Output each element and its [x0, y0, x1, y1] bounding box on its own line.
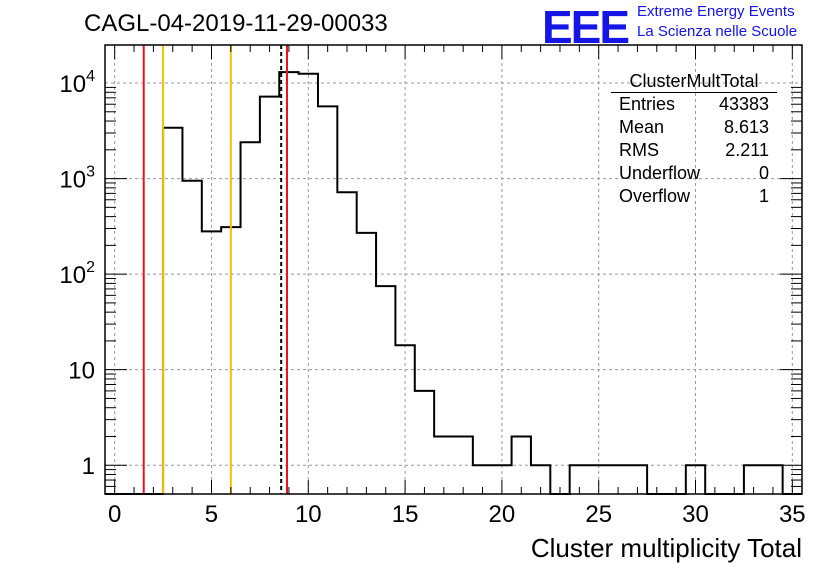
y-tick-label: 104 — [59, 68, 95, 98]
stats-value: 0 — [758, 163, 769, 183]
x-tick-label: 35 — [779, 501, 806, 528]
stats-box: ClusterMultTotal Entries 43383 Mean 8.61… — [611, 70, 777, 208]
stats-value: 43383 — [718, 94, 769, 114]
stats-row-underflow: Underflow 0 — [611, 162, 777, 185]
x-tick-label: 15 — [392, 501, 419, 528]
x-tick-label: 25 — [585, 501, 612, 528]
x-tick-label: 10 — [295, 501, 322, 528]
stats-value: 8.613 — [723, 117, 769, 137]
stats-value: 2.211 — [725, 140, 769, 160]
stats-label: Overflow — [619, 186, 691, 206]
stats-row-entries: Entries 43383 — [611, 93, 777, 116]
x-axis-label: Cluster multiplicity Total — [530, 533, 802, 563]
stats-title: ClusterMultTotal — [611, 70, 777, 93]
logo-line-2: La Scienza nelle Scuole — [637, 23, 798, 40]
stats-label: RMS — [619, 140, 659, 160]
y-tick-label: 103 — [59, 164, 95, 194]
stats-label: Underflow — [619, 163, 701, 183]
x-tick-label: 30 — [682, 501, 709, 528]
x-tick-label: 20 — [489, 501, 516, 528]
stats-row-overflow: Overflow 1 — [611, 185, 777, 208]
stats-row-mean: Mean 8.613 — [611, 116, 777, 139]
chart-title: CAGL-04-2019-11-29-00033 — [84, 10, 388, 37]
stats-label: Mean — [619, 117, 665, 137]
logo-line-1: Extreme Energy Events — [637, 3, 795, 20]
eee-logo: EEE — [542, 1, 630, 53]
stats-value: 1 — [758, 186, 769, 206]
y-tick-label: 102 — [59, 259, 95, 289]
stats-row-rms: RMS 2.211 — [611, 139, 777, 162]
plot-frame — [104, 44, 803, 495]
x-tick-label: 5 — [205, 501, 218, 528]
y-tick-label: 10 — [68, 358, 95, 385]
stats-label: Entries — [619, 94, 676, 114]
y-tick-label: 1 — [82, 453, 95, 480]
x-tick-label: 0 — [108, 501, 121, 528]
